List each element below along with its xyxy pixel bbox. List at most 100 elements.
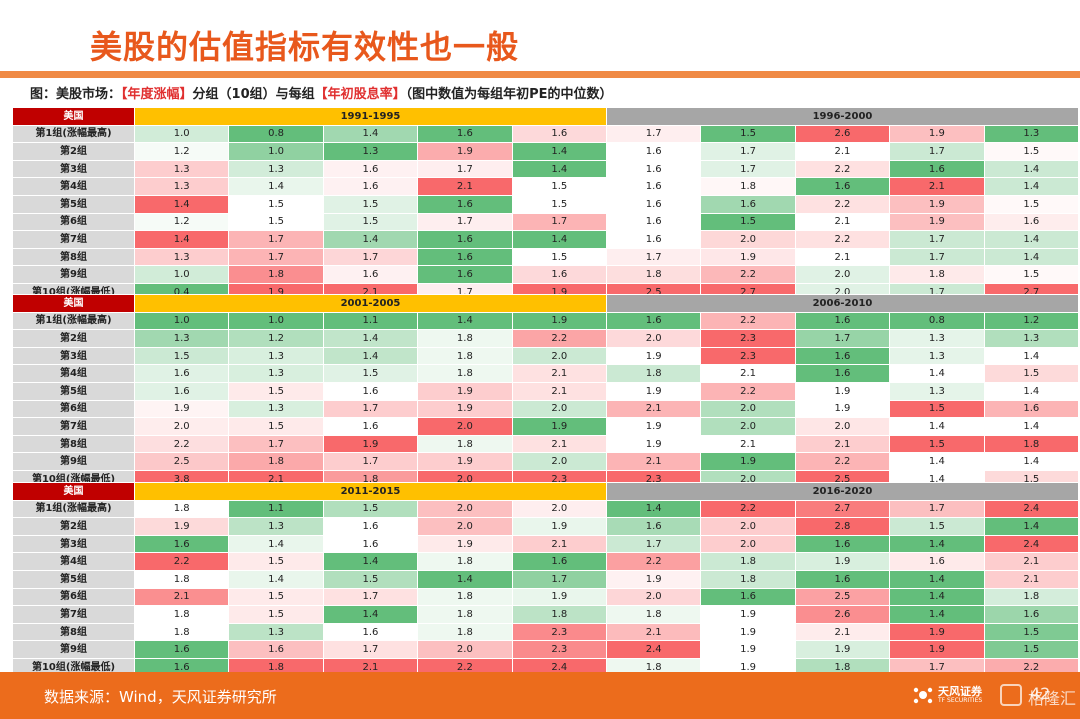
pe-cell: 1.0 [228,311,324,331]
page-number: 42 [1030,684,1051,703]
pe-cell: 1.5 [983,622,1080,642]
group-label: 第7组 [12,605,135,624]
pe-cell: 1.9 [605,381,702,401]
period-header-2: 1996-2000 [606,107,1079,126]
pe-cell: 1.7 [322,587,419,607]
pe-cell: 2.0 [700,534,796,554]
pe-cell: 1.3 [228,399,324,419]
pe-cell: 1.3 [889,381,985,401]
pe-cell: 1.8 [889,265,985,284]
pe-cell: 1.8 [417,552,513,571]
pe-cell: 1.6 [133,534,230,554]
group-label: 第5组 [12,381,135,401]
pe-cell: 2.3 [511,622,608,642]
table-header-row: 美国 1991-1995 1996-2000 [12,107,1079,126]
pe-cell: 2.2 [700,381,796,401]
pe-cell: 1.4 [983,452,1080,471]
pe-cell: 2.1 [700,434,796,454]
group-label: 第1组(涨幅最高) [12,499,135,519]
pe-cell: 1.7 [605,534,702,554]
pe-cell: 1.7 [228,434,324,454]
period-header-1: 1991-1995 [134,107,607,126]
pe-cell: 1.6 [511,552,608,571]
table-header-row: 美国 2011-2015 2016-2020 [12,482,1079,501]
gelonghui-watermark: 格隆汇 [1000,682,1078,710]
pe-cell: 1.6 [794,364,891,383]
pe-cell: 2.0 [511,346,608,366]
pe-cell: 2.7 [794,499,891,519]
pe-cell: 1.8 [417,587,513,607]
pe-cell: 1.6 [417,247,513,267]
pe-cell: 2.0 [417,517,513,536]
table-row: 第9组 2.5 1.8 1.7 1.9 2.0 2.1 1.9 2.2 1.4 1.4 [12,452,1080,471]
pe-cell: 2.1 [511,434,608,454]
pe-cell: 1.5 [228,212,324,232]
pe-cell: 2.0 [700,517,796,536]
table-row: 第1组(涨幅最高) 1.0 0.8 1.4 1.6 1.6 1.7 1.5 2.6 1.9 1.3 [12,124,1080,144]
table-row: 第9组 1.6 1.6 1.7 2.0 2.3 2.4 1.9 1.9 1.9 1.5 [12,640,1080,659]
pe-cell: 2.1 [794,622,891,642]
pe-table-block-2: 美国 2001-2005 2006-2010 第1组(涨幅最高) 1.0 1.0 1.1 1.… [12,294,1080,489]
pe-cell: 1.7 [322,452,419,471]
pe-cell: 2.0 [700,399,796,419]
pe-cell: 1.7 [322,640,419,659]
group-label: 第3组 [12,346,135,366]
pe-cell: 2.6 [794,124,891,144]
pe-cell: 1.4 [889,605,985,624]
pe-cell: 1.3 [322,142,419,161]
pe-cell: 1.3 [133,247,230,267]
pe-cell: 2.1 [794,247,891,267]
pe-cell: 1.8 [133,499,230,519]
pe-cell: 1.9 [133,399,230,419]
pe-cell: 2.0 [417,640,513,659]
pe-cell: 1.6 [322,622,419,642]
table-row: 第1组(涨幅最高) 1.0 1.0 1.1 1.4 1.9 1.6 2.2 1.6 0.8 1.2 [12,311,1080,331]
pe-cell: 1.7 [417,159,513,179]
pe-cell: 1.5 [983,265,1080,284]
pe-cell: 1.8 [605,364,702,383]
pe-cell: 2.8 [794,517,891,536]
pe-cell: 2.1 [889,177,985,196]
pe-cell: 2.2 [511,329,608,348]
pe-cell: 1.7 [700,159,796,179]
pe-cell: 1.6 [794,569,891,589]
pe-cell: 1.8 [417,364,513,383]
pe-cell: 1.6 [322,159,419,179]
watermark-text: 格隆汇 [1028,689,1077,708]
pe-cell: 1.4 [322,329,419,348]
pe-cell: 1.9 [322,434,419,454]
pe-cell: 2.2 [133,552,230,571]
pe-cell: 1.3 [133,329,230,348]
table-row: 第7组 1.8 1.5 1.4 1.8 1.8 1.8 1.9 2.6 1.4 1.6 [12,605,1080,624]
pe-cell: 1.9 [133,517,230,536]
pe-cell: 1.6 [605,311,702,331]
pe-cell: 1.6 [322,534,419,554]
table-row: 第2组 1.9 1.3 1.6 2.0 1.9 1.6 2.0 2.8 1.5 1.4 [12,517,1080,536]
table-row: 第8组 1.8 1.3 1.6 1.8 2.3 2.1 1.9 2.1 1.9 1.5 [12,622,1080,642]
pe-cell: 1.4 [228,534,324,554]
pe-cell: 1.9 [417,452,513,471]
pe-cell: 1.6 [605,517,702,536]
pe-cell: 1.9 [605,434,702,454]
pe-cell: 1.6 [228,640,324,659]
pe-cell: 1.4 [983,517,1080,536]
pe-cell: 1.9 [889,622,985,642]
pe-cell: 1.4 [889,587,985,607]
pe-cell: 2.1 [605,622,702,642]
pe-table-block-3: 美国 2011-2015 2016-2020 第1组(涨幅最高) 1.8 1.1 1.5 2.… [12,482,1080,677]
pe-cell: 1.6 [700,194,796,214]
table-row: 第2组 1.3 1.2 1.4 1.8 2.2 2.0 2.3 1.7 1.3 1.3 [12,329,1080,348]
pe-cell: 1.9 [889,194,985,214]
table-row: 第6组 1.9 1.3 1.7 1.9 2.0 2.1 2.0 1.9 1.5 1.6 [12,399,1080,419]
pe-cell: 1.3 [228,517,324,536]
pe-cell: 1.4 [889,569,985,589]
pe-cell: 1.2 [983,311,1080,331]
table-header-row: 美国 2001-2005 2006-2010 [12,294,1079,313]
pe-cell: 1.8 [133,605,230,624]
pe-cell: 1.6 [889,159,985,179]
pe-cell: 1.4 [983,230,1080,249]
pe-cell: 1.9 [700,657,796,677]
pe-cell: 2.0 [511,399,608,419]
caption-highlight-annual-gain: 【年度涨幅】 [121,87,193,102]
pe-cell: 1.6 [794,177,891,196]
